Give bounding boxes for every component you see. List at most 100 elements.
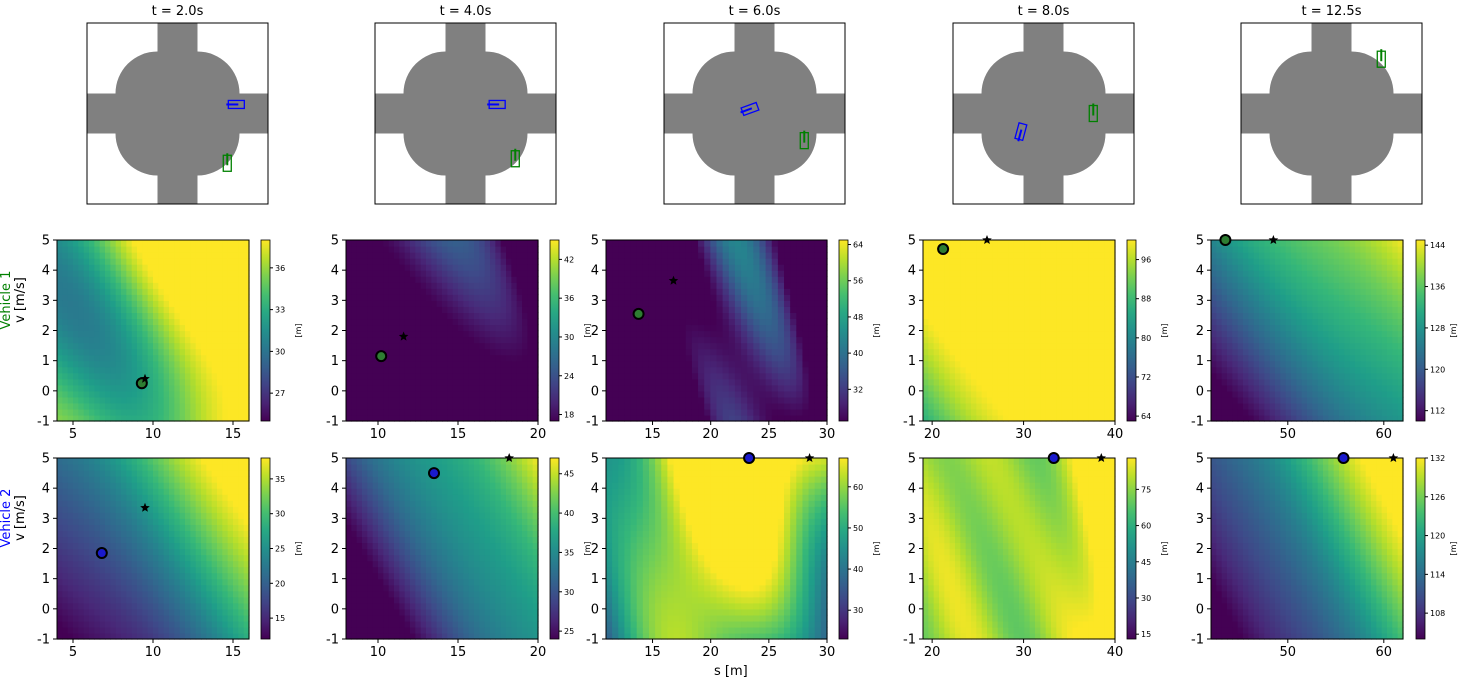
colorbar-tick-label: 27: [275, 389, 285, 398]
x-tick-label: 15: [644, 645, 661, 660]
current-state-marker: [428, 467, 440, 480]
colorbar-tick-label: 64: [1141, 412, 1151, 421]
colorbar-tick-label: 45: [1141, 558, 1151, 567]
x-tick-label: 20: [924, 427, 941, 442]
y-tick-label: 1: [42, 572, 50, 587]
x-tick-label: 20: [530, 427, 547, 442]
x-tick-label: 15: [450, 427, 467, 442]
row-label-vehicle-2-quantity: v [m/s]: [13, 495, 28, 541]
colorbar-label: [m]: [872, 541, 881, 555]
colorbar-tick-label: 132: [1430, 454, 1445, 463]
heatmap-cells: [1211, 240, 1404, 422]
colorbar: [549, 457, 560, 640]
x-tick-label: 10: [370, 427, 387, 442]
x-tick-label: 60: [1376, 427, 1393, 442]
y-tick-label: 1: [331, 354, 339, 369]
y-tick-label: 4: [42, 482, 50, 497]
panel-title-5: t = 12.5s: [1302, 4, 1362, 19]
corner-block: [1241, 133, 1312, 204]
colorbar-tick-label: 126: [1430, 493, 1445, 502]
panel-frame: [1240, 22, 1423, 205]
corner-block: [774, 23, 845, 94]
panel-title-1: t = 2.0s: [152, 4, 204, 19]
x-tick-label: 15: [225, 427, 242, 442]
corner-block: [485, 23, 556, 94]
heatmap-cells: [923, 458, 1116, 640]
x-tick-label: 30: [1015, 645, 1032, 660]
y-tick-label: -1: [37, 633, 50, 648]
heatmap-vehicle-2-1: 5 10 15 -1 0 1 2 3 4 5 15 20 25 30 35 [m]: [37, 452, 303, 661]
y-tick-label: 5: [1196, 452, 1204, 467]
x-tick-label: 20: [702, 427, 719, 442]
y-tick-label: 5: [591, 452, 599, 467]
colorbar-tick-label: 56: [853, 277, 863, 286]
colorbar-tick-label: 50: [853, 524, 863, 533]
y-tick-label: 4: [331, 264, 339, 279]
colorbar-tick-label: 20: [275, 579, 285, 588]
y-tick-label: 1: [1196, 572, 1204, 587]
vehicle-1-box: [799, 130, 809, 150]
x-tick-label: 50: [1280, 645, 1297, 660]
current-state-marker: [743, 452, 756, 464]
y-tick-label: 4: [331, 482, 339, 497]
colorbar: [549, 239, 560, 422]
y-tick-label: 3: [1196, 294, 1204, 309]
colorbar-tick-label: 136: [1430, 283, 1445, 292]
target-star-marker: [668, 275, 679, 285]
colorbar-label: [m]: [872, 323, 881, 337]
colorbar: [260, 457, 271, 640]
y-tick-label: -1: [326, 415, 339, 430]
colorbar-tick-label: 108: [1430, 609, 1445, 618]
x-tick-label: 15: [450, 645, 467, 660]
y-tick-label: -1: [586, 633, 599, 648]
x-tick-label: 30: [819, 427, 836, 442]
colorbar-tick-label: 36: [564, 294, 574, 303]
corner-block: [953, 133, 1024, 204]
y-tick-label: 0: [591, 384, 599, 399]
current-state-marker: [95, 547, 108, 560]
row-label-vehicle-1-name: Vehicle 1: [0, 270, 14, 330]
colorbar-tick-label: 24: [564, 372, 574, 381]
colorbar: [1126, 239, 1137, 422]
corner-block: [485, 133, 556, 204]
intersection-panel-3: t = 6.0s: [663, 4, 846, 205]
vehicle-2-box: [1014, 122, 1028, 142]
colorbar-tick-label: 35: [275, 475, 285, 484]
colorbar-tick-label: 40: [853, 349, 863, 358]
corner-block: [87, 133, 158, 204]
y-tick-label: 0: [42, 602, 50, 617]
heatmap-cells: [57, 240, 250, 422]
colorbar-tick-label: 45: [564, 470, 574, 479]
heatmap-cells: [606, 240, 828, 422]
x-axis-label: s [m]: [714, 664, 748, 679]
x-tick-label: 15: [644, 427, 661, 442]
x-tick-label: 30: [819, 645, 836, 660]
colorbar-tick-label: 80: [1141, 334, 1151, 343]
x-tick-label: 25: [761, 427, 778, 442]
colorbar: [260, 239, 271, 422]
y-tick-label: 2: [42, 542, 50, 557]
corner-block: [1241, 23, 1312, 94]
x-tick-label: 30: [1015, 427, 1032, 442]
y-tick-label: 5: [908, 452, 916, 467]
y-tick-label: 2: [591, 542, 599, 557]
x-tick-label: 5: [69, 645, 77, 660]
heatmap-vehicle-1-1: 5 10 15 -1 0 1 2 3 4 5 27 30 33 36 [m]: [37, 234, 303, 443]
row-label-vehicle-1-quantity: v [m/s]: [13, 277, 28, 323]
y-tick-label: 1: [42, 354, 50, 369]
colorbar-tick-label: 120: [1430, 532, 1445, 541]
y-tick-label: 0: [42, 384, 50, 399]
y-tick-label: 3: [42, 294, 50, 309]
y-tick-label: 3: [42, 512, 50, 527]
colorbar-tick-label: 30: [1141, 594, 1151, 603]
colorbar-label: [m]: [1160, 541, 1169, 555]
colorbar: [838, 239, 849, 422]
y-tick-label: 1: [908, 572, 916, 587]
y-tick-label: 2: [42, 324, 50, 339]
y-tick-label: 4: [1196, 482, 1204, 497]
corner-block: [1063, 133, 1134, 204]
panel-title-3: t = 6.0s: [729, 4, 781, 19]
y-tick-label: 3: [908, 512, 916, 527]
current-state-marker: [632, 307, 645, 320]
